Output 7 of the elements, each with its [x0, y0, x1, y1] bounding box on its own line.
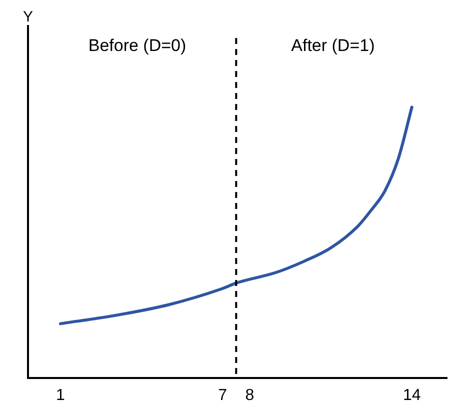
text: Y: [22, 8, 34, 26]
text: After (D=1): [291, 36, 375, 56]
x-tick-label: 8: [245, 386, 254, 404]
text: Before (D=0): [88, 36, 186, 56]
x-tick-label: 1: [56, 386, 65, 404]
x-tick-label: 14: [402, 386, 421, 404]
x-tick-label: 7: [218, 386, 228, 404]
